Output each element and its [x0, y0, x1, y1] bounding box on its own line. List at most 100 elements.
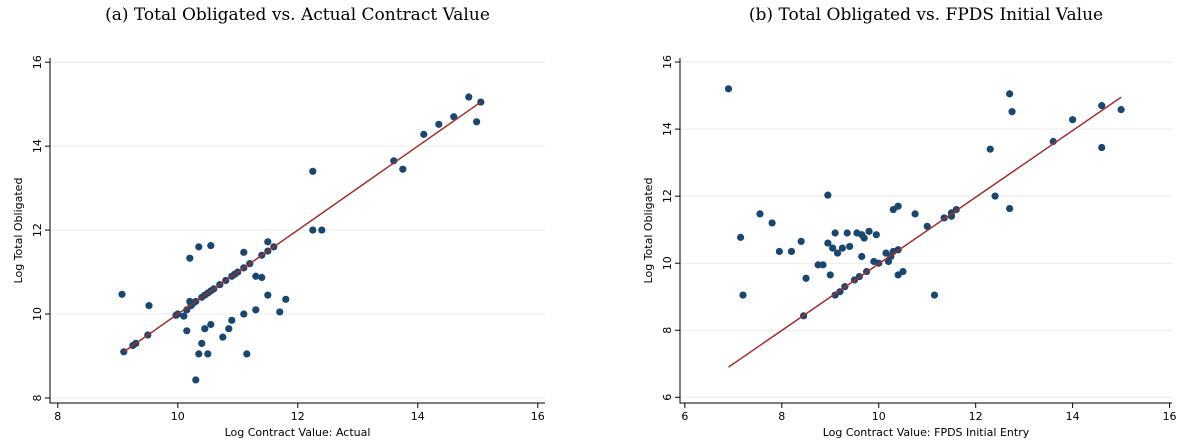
x-axis-label: Log Contract Value: FPDS Initial Entry	[823, 426, 1030, 439]
point	[264, 291, 272, 299]
point	[838, 244, 846, 252]
y-tick-label: 16	[661, 55, 674, 69]
x-tick-label: 16	[531, 410, 545, 423]
point	[252, 306, 260, 314]
point	[282, 295, 290, 303]
point	[802, 274, 810, 282]
point	[865, 227, 873, 235]
point	[826, 271, 834, 279]
point	[435, 120, 443, 128]
axes	[679, 58, 1172, 404]
y-tick-label: 10	[31, 307, 44, 321]
point	[833, 249, 842, 257]
point	[787, 247, 796, 256]
x-tick-label: 8	[54, 410, 61, 423]
y-tick-label: 6	[661, 394, 674, 401]
point	[228, 316, 236, 324]
point	[118, 290, 126, 298]
point	[872, 231, 880, 239]
point	[986, 145, 994, 153]
point	[240, 248, 248, 256]
y-tick-label: 14	[31, 139, 44, 153]
point	[1098, 143, 1106, 152]
point	[1006, 90, 1014, 98]
point	[276, 308, 284, 316]
x-tick-label: 8	[778, 410, 785, 423]
point	[420, 130, 428, 138]
point	[252, 272, 260, 280]
point	[258, 273, 266, 282]
fit-line	[123, 101, 482, 353]
point	[240, 310, 248, 318]
point	[824, 191, 832, 199]
x-tick-label: 10	[171, 410, 185, 423]
point	[204, 350, 212, 358]
point	[775, 247, 783, 256]
point	[724, 85, 733, 93]
point	[824, 239, 832, 247]
point	[195, 350, 203, 358]
point	[243, 350, 251, 358]
point	[860, 234, 868, 242]
point	[309, 167, 317, 175]
x-tick-label: 14	[1066, 410, 1080, 423]
point	[736, 233, 745, 241]
point	[195, 243, 203, 251]
point	[264, 238, 272, 246]
chart-title: (a) Total Obligated vs. Actual Contract …	[105, 5, 490, 25]
point	[858, 252, 866, 261]
point	[145, 302, 153, 310]
point	[225, 325, 233, 333]
point	[207, 320, 215, 329]
y-tick-label: 12	[661, 189, 674, 203]
point	[797, 237, 805, 245]
point	[219, 333, 227, 341]
point	[1069, 116, 1077, 124]
point	[846, 242, 854, 251]
point	[1098, 102, 1106, 110]
point	[1008, 108, 1016, 116]
point	[831, 229, 839, 237]
y-tick-label: 12	[31, 223, 44, 237]
fit-line	[728, 96, 1122, 368]
point	[186, 254, 194, 262]
point	[923, 222, 931, 230]
x-tick-label: 10	[872, 410, 886, 423]
point	[399, 165, 407, 173]
point	[930, 291, 939, 299]
point	[1117, 106, 1125, 114]
point	[894, 202, 902, 210]
x-tick-label: 6	[681, 410, 688, 423]
point	[183, 327, 191, 335]
point	[318, 226, 326, 234]
x-axis-label: Log Contract Value: Actual	[225, 426, 371, 439]
point	[829, 244, 837, 252]
point	[473, 118, 481, 126]
axes	[49, 58, 545, 404]
point	[465, 93, 473, 101]
point	[390, 157, 398, 165]
x-tick-label: 16	[1163, 410, 1177, 423]
y-tick-label: 10	[661, 256, 674, 270]
y-tick-label: 8	[31, 394, 44, 401]
point	[991, 192, 999, 200]
y-tick-label: 16	[31, 55, 44, 69]
chart-title: (b) Total Obligated vs. FPDS Initial Val…	[749, 5, 1103, 25]
x-tick-label: 12	[291, 410, 305, 423]
point	[207, 242, 215, 250]
x-tick-label: 12	[969, 410, 983, 423]
point	[192, 376, 200, 384]
point	[198, 339, 206, 348]
point	[1006, 204, 1014, 213]
point	[819, 261, 827, 269]
point	[899, 267, 907, 276]
point	[309, 226, 317, 234]
point	[739, 291, 747, 299]
point	[450, 113, 458, 121]
y-axis-label: Log Total Obligated	[12, 178, 25, 284]
point	[843, 229, 851, 237]
point	[180, 312, 188, 320]
y-tick-label: 14	[661, 122, 674, 136]
point	[911, 210, 919, 218]
